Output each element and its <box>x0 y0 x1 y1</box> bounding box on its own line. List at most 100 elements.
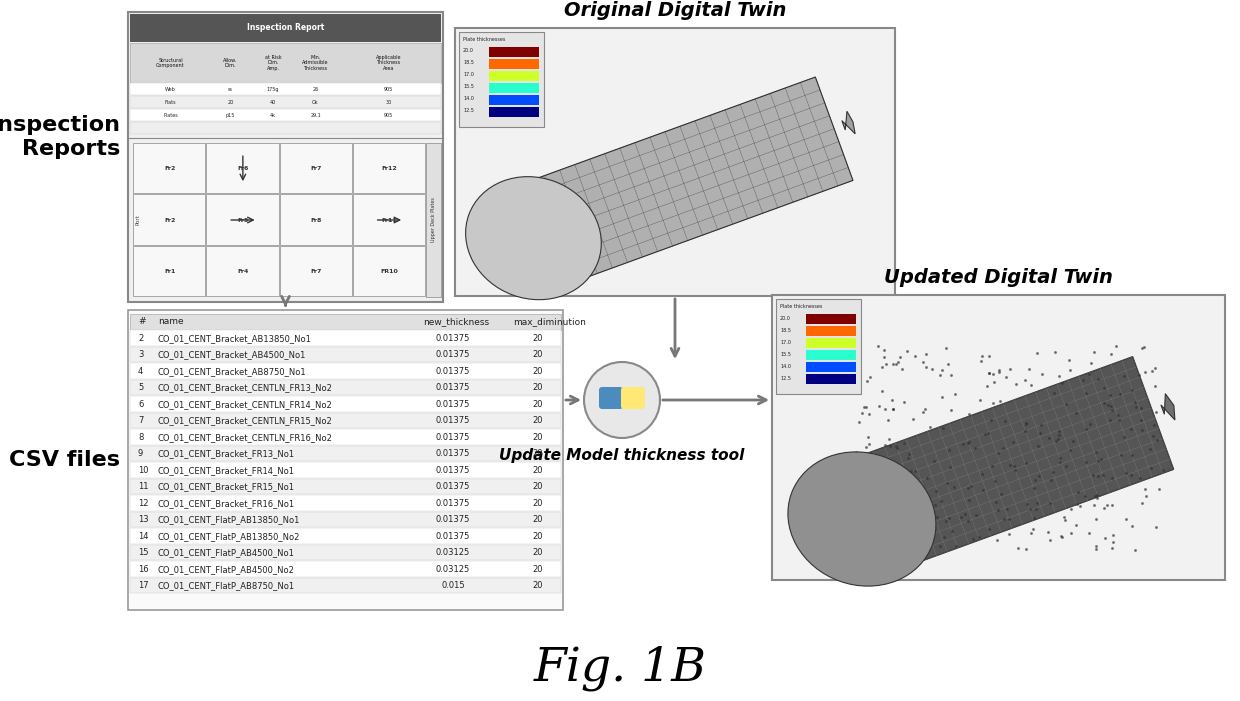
Bar <box>130 43 441 83</box>
Point <box>1008 543 1028 554</box>
Text: Fr7: Fr7 <box>310 166 322 171</box>
Bar <box>130 14 441 42</box>
Point <box>849 381 869 392</box>
Point <box>904 414 924 425</box>
Text: CO_01_CENT_Bracket_CENTLN_FR14_No2: CO_01_CENT_Bracket_CENTLN_FR14_No2 <box>157 400 332 409</box>
Text: 30: 30 <box>386 100 392 105</box>
Point <box>890 470 910 481</box>
Point <box>877 511 897 522</box>
Point <box>852 408 872 419</box>
Text: 3: 3 <box>138 350 144 359</box>
Point <box>941 404 961 416</box>
Point <box>920 421 940 433</box>
Text: new_thickness: new_thickness <box>423 318 489 327</box>
Point <box>1102 529 1122 540</box>
Bar <box>130 363 560 379</box>
Bar <box>130 528 560 543</box>
Point <box>1109 409 1128 421</box>
Text: 20: 20 <box>533 449 543 458</box>
Text: 20.0: 20.0 <box>463 48 474 53</box>
Point <box>858 431 878 442</box>
Text: Fr8: Fr8 <box>310 217 322 222</box>
Point <box>888 514 908 525</box>
Text: 17.0: 17.0 <box>780 339 791 344</box>
Point <box>890 501 910 512</box>
Point <box>928 511 947 522</box>
Point <box>1145 419 1164 430</box>
Text: at Risk
Dim.
Amp.: at Risk Dim. Amp. <box>264 55 281 72</box>
Text: 0.01375: 0.01375 <box>435 350 470 359</box>
Text: CO_01_CENT_Bracket_CENTLN_FR15_No2: CO_01_CENT_Bracket_CENTLN_FR15_No2 <box>157 416 332 426</box>
Point <box>1016 417 1035 428</box>
Point <box>849 416 869 428</box>
Bar <box>130 330 560 346</box>
Point <box>1094 382 1114 393</box>
Text: ss: ss <box>228 87 233 92</box>
Point <box>1091 454 1111 465</box>
Text: 20: 20 <box>227 100 233 105</box>
Text: 20: 20 <box>533 350 543 359</box>
Point <box>934 422 954 433</box>
Text: 18.5: 18.5 <box>780 327 791 332</box>
Point <box>978 367 998 379</box>
Polygon shape <box>842 357 1174 576</box>
Point <box>1043 467 1063 478</box>
Point <box>1125 396 1145 407</box>
Point <box>1121 470 1141 481</box>
Point <box>878 414 898 426</box>
Point <box>905 350 925 362</box>
Point <box>983 397 1003 409</box>
Bar <box>459 32 544 127</box>
Text: Fig. 1B: Fig. 1B <box>533 645 707 690</box>
FancyBboxPatch shape <box>806 314 856 324</box>
Point <box>1086 513 1106 524</box>
Text: 17.0: 17.0 <box>463 72 474 78</box>
Point <box>1017 418 1037 429</box>
Text: CO_01_CENT_FlatP_AB8750_No1: CO_01_CENT_FlatP_AB8750_No1 <box>157 581 295 590</box>
Point <box>1132 414 1152 426</box>
Point <box>914 503 934 515</box>
Point <box>847 446 867 457</box>
Point <box>940 461 960 472</box>
Point <box>925 500 945 511</box>
Point <box>1027 348 1047 359</box>
Point <box>931 496 951 507</box>
Point <box>934 531 954 543</box>
Text: 15.5: 15.5 <box>780 351 791 357</box>
Point <box>903 473 923 484</box>
Bar <box>773 295 1225 580</box>
Point <box>1079 527 1099 538</box>
Text: CO_01_CENT_Bracket_AB8750_No1: CO_01_CENT_Bracket_AB8750_No1 <box>157 367 306 376</box>
Point <box>1136 483 1156 494</box>
Text: Applicable
Thickness
Area: Applicable Thickness Area <box>376 55 402 72</box>
Point <box>971 356 991 367</box>
Point <box>1003 437 1023 448</box>
Point <box>937 477 957 488</box>
Point <box>1101 542 1121 553</box>
Point <box>1040 475 1060 486</box>
Point <box>1075 490 1095 501</box>
Point <box>918 472 937 484</box>
Point <box>1135 367 1154 378</box>
Text: 0.015: 0.015 <box>441 581 465 590</box>
Bar <box>133 245 206 296</box>
Point <box>1101 400 1121 411</box>
Text: 905: 905 <box>384 113 393 118</box>
Point <box>1027 497 1047 508</box>
Text: Inspection Report: Inspection Report <box>247 24 324 32</box>
Text: CO_01_CENT_FlatP_AB13850_No2: CO_01_CENT_FlatP_AB13850_No2 <box>157 532 300 540</box>
Bar <box>206 245 279 296</box>
Point <box>1097 499 1117 510</box>
Point <box>930 369 950 381</box>
Point <box>905 465 925 477</box>
Text: 0.01375: 0.01375 <box>435 400 470 409</box>
Text: 0.01375: 0.01375 <box>435 515 470 524</box>
Point <box>901 465 921 477</box>
Bar <box>130 412 560 428</box>
Point <box>862 480 882 491</box>
Text: 0.01375: 0.01375 <box>435 383 470 393</box>
Text: Fr6: Fr6 <box>237 166 248 171</box>
Point <box>883 359 903 370</box>
Point <box>1021 379 1040 390</box>
FancyBboxPatch shape <box>806 326 856 336</box>
